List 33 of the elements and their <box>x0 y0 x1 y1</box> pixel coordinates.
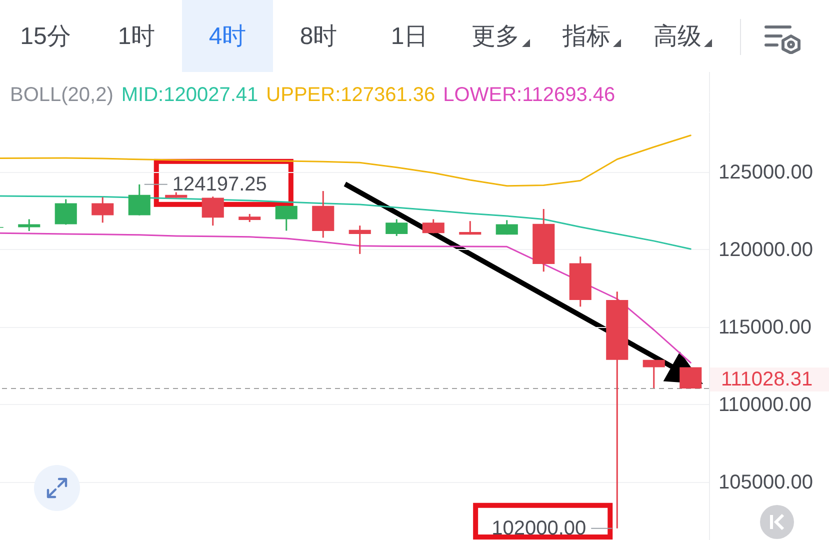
candlestick <box>422 218 444 234</box>
legend-title: BOLL(20,2) <box>10 84 114 106</box>
candlestick <box>18 218 40 232</box>
text: 1时 <box>118 22 156 52</box>
y-tick-label: 120000.00 <box>718 238 814 261</box>
candlestick <box>386 218 408 237</box>
candlestick <box>348 224 371 255</box>
candlestick <box>680 366 702 390</box>
text: MID:120027.41 <box>121 84 258 106</box>
candlestick <box>202 196 224 226</box>
y-tick-label: 125000.00 <box>718 161 814 184</box>
y-tick-label: 115000.00 <box>718 316 812 338</box>
candlestick <box>54 198 77 226</box>
annotation: 124197.25 <box>172 173 267 196</box>
candlestick <box>128 184 150 216</box>
text: 8时 <box>300 22 338 52</box>
candlestick <box>496 219 518 236</box>
text: 15分 <box>20 22 71 52</box>
candlestick <box>275 205 298 232</box>
text: 指标 <box>562 22 610 52</box>
text: LOWER:112693.46 <box>443 84 616 106</box>
y-tick-label: 110000.00 <box>718 394 812 416</box>
candlestick <box>642 359 665 389</box>
text: 更多 <box>472 22 520 52</box>
candlestick <box>92 196 114 224</box>
candlestick <box>459 220 482 236</box>
text: UPPER:127361.36 <box>266 84 436 106</box>
text: 高级 <box>654 22 702 52</box>
text: 1日 <box>390 22 428 52</box>
text: 4时 <box>208 22 246 52</box>
annotation: 102000.00 <box>492 517 586 540</box>
y-tick-label: 105000.00 <box>718 471 814 494</box>
ref-line-label: 111028.31 <box>721 368 813 390</box>
